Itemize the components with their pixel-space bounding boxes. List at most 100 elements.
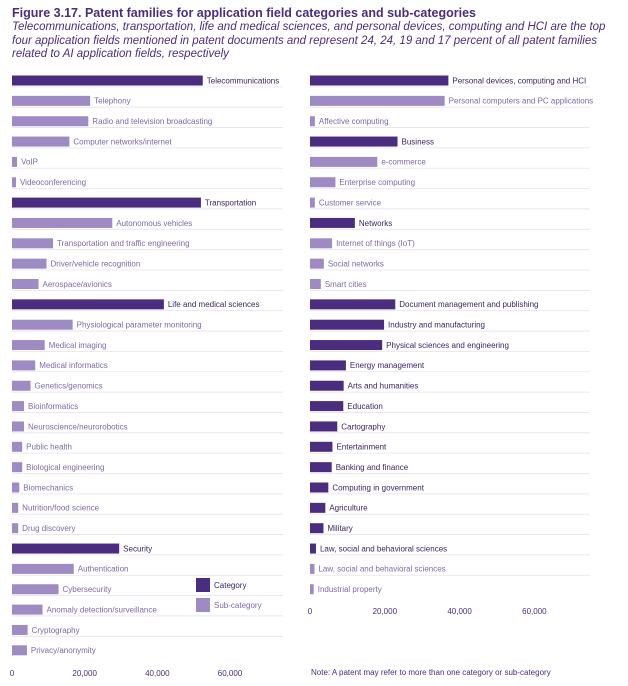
category-bar [310, 360, 346, 371]
category-bar [12, 299, 164, 310]
chart-title: Figure 3.17. Patent families for applica… [12, 6, 477, 20]
category-label: Computing in government [332, 483, 424, 492]
category-label: Energy management [350, 361, 425, 370]
category-label: Banking and finance [336, 463, 409, 472]
right-panel: Personal devices, computing and HCI Perso… [308, 75, 594, 616]
x-tick-label: 60,000 [522, 607, 547, 616]
category-bar [310, 401, 344, 412]
subcategory-label: Biological engineering [26, 463, 104, 472]
category-bar [310, 299, 396, 310]
x-tick-label: 20,000 [373, 607, 398, 616]
category-label: Telecommunications [207, 76, 279, 85]
left-panel: Telecommunications Telephony Radio and tel… [10, 75, 283, 678]
legend-subcategory-swatch [196, 598, 210, 612]
subcategory-bar [310, 279, 321, 289]
category-bar [310, 543, 316, 554]
subcategory-bar [12, 217, 113, 228]
subcategory-label: Transportation and traffic engineering [57, 239, 190, 248]
subcategory-label: Medical informatics [39, 361, 107, 370]
category-bar [310, 75, 449, 86]
subcategory-bar [12, 279, 39, 289]
subcategory-label: Medical imaging [49, 341, 107, 350]
x-tick-label: 0 [308, 607, 313, 616]
chart-subtitle: Telecommunications, transportation, life… [12, 21, 606, 60]
category-label: Transportation [205, 198, 256, 207]
subcategory-label: Social networks [328, 259, 384, 268]
subcategory-bar [310, 584, 314, 595]
category-label: Personal devices, computing and HCI [452, 76, 586, 85]
subcategory-bar [12, 238, 54, 249]
subcategory-bar [310, 95, 445, 106]
category-label: Security [123, 544, 152, 553]
subcategory-bar [12, 360, 36, 371]
subcategory-label: Computer networks/internet [73, 137, 172, 146]
subcategory-bar [12, 604, 43, 615]
subcategory-bar [12, 502, 19, 513]
category-label: Document management and publishing [399, 300, 538, 309]
subcategory-label: Enterprise computing [339, 178, 415, 187]
subcategory-label: Bioinformatics [28, 402, 78, 411]
subcategory-label: Nutrition/food science [22, 504, 99, 513]
subcategory-bar [310, 116, 315, 127]
subcategory-bar [12, 380, 31, 391]
category-label: Arts and humanities [348, 382, 419, 391]
subcategory-label: Cryptography [32, 626, 80, 635]
subcategory-label: Law, social and behavioral sciences [318, 565, 445, 574]
category-bar [12, 543, 120, 554]
subcategory-bar [310, 563, 315, 574]
subcategory-bar [12, 177, 16, 188]
subcategory-bar [12, 136, 70, 147]
subcategory-label: Telephony [94, 97, 130, 106]
subcategory-label: Smart cities [325, 280, 367, 289]
legend: Category Sub-category [196, 578, 262, 612]
category-bar [310, 136, 398, 147]
footnote: Note: A patent may refer to more than on… [311, 668, 551, 677]
category-bar [310, 462, 332, 473]
subcategory-bar [12, 462, 23, 473]
legend-category-swatch [196, 578, 210, 592]
category-label: Agriculture [329, 504, 368, 513]
x-tick-label: 60,000 [218, 669, 243, 678]
subcategory-bar [310, 156, 378, 167]
subcategory-label: Neuroscience/neurorobotics [28, 422, 128, 431]
category-label: Education [347, 402, 383, 411]
subcategory-bar [310, 177, 336, 188]
subcategory-bar [12, 584, 59, 595]
category-label: Cartography [341, 422, 385, 431]
category-bar [310, 441, 333, 452]
x-tick-label: 40,000 [145, 669, 170, 678]
category-label: Law, social and behavioral sciences [320, 544, 447, 553]
subcategory-label: Drug discovery [22, 524, 75, 533]
subcategory-bar [310, 197, 315, 208]
category-bar [310, 482, 329, 493]
legend-subcategory-label: Sub-category [214, 601, 262, 610]
subcategory-bar [12, 624, 28, 635]
subcategory-bar [12, 421, 24, 432]
subcategory-bar [12, 319, 73, 330]
subcategory-label: Biomechanics [23, 483, 73, 492]
subcategory-label: Autonomous vehicles [116, 219, 192, 228]
subcategory-label: Public health [26, 443, 72, 452]
category-bar [310, 380, 344, 391]
subcategory-label: Personal computers and PC applications [449, 97, 594, 106]
subcategory-label: VoIP [21, 158, 38, 167]
subcategory-label: e-commerce [381, 158, 426, 167]
x-tick-label: 40,000 [447, 607, 472, 616]
subcategory-bar [12, 482, 20, 493]
category-bar [310, 217, 355, 228]
subcategory-bar [12, 340, 45, 351]
subcategory-bar [12, 563, 74, 574]
subcategory-label: Videoconferencing [20, 178, 86, 187]
subcategory-label: Internet of things (IoT) [336, 239, 415, 248]
category-label: Military [327, 524, 352, 533]
category-label: Networks [359, 219, 392, 228]
category-label: Physical sciences and engineering [386, 341, 509, 350]
subcategory-bar [12, 258, 47, 269]
category-bar [12, 197, 201, 208]
subcategory-bar [12, 116, 89, 127]
subcategory-bar [310, 238, 333, 249]
category-label: Industry and manufacturing [388, 321, 485, 330]
category-bar [310, 421, 338, 432]
subcategory-label: Cybersecurity [63, 585, 112, 594]
